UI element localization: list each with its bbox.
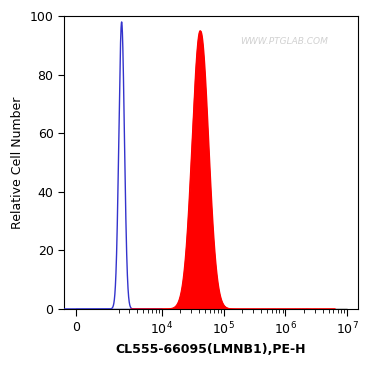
X-axis label: CL555-66095(LMNB1),PE-H: CL555-66095(LMNB1),PE-H	[116, 343, 306, 356]
Text: WWW.PTGLAB.COM: WWW.PTGLAB.COM	[240, 37, 328, 46]
Y-axis label: Relative Cell Number: Relative Cell Number	[11, 96, 24, 229]
